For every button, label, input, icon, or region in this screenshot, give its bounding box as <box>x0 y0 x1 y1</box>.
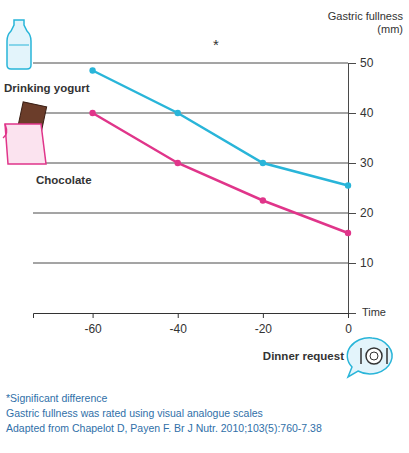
series-marker <box>175 110 181 116</box>
y-tick: 40 <box>348 106 374 120</box>
x-tick-label: -20 <box>255 322 273 336</box>
x-tick: -40 <box>170 313 188 336</box>
x-tick-label: -60 <box>84 322 102 336</box>
y-axis-title: Gastric fullness(mm) <box>328 10 404 35</box>
x-tick-mark <box>178 313 179 318</box>
y-tick: 30 <box>348 156 374 170</box>
y-tick-mark <box>348 263 356 264</box>
x-tick: 0 <box>345 313 352 336</box>
series-line <box>93 113 348 233</box>
series-marker <box>345 230 351 236</box>
y-tick-label: 30 <box>360 156 374 170</box>
series-marker <box>89 110 95 116</box>
x-axis: -60 -40 -20 0 <box>34 313 353 336</box>
chocolate-icon <box>3 102 47 164</box>
series-marker <box>175 160 181 166</box>
x-tick-mark <box>348 313 349 318</box>
dinner-label: Dinner request <box>263 350 344 362</box>
series-label: Drinking yogurt <box>4 82 90 94</box>
x-tick: -20 <box>255 313 273 336</box>
series-marker <box>89 67 95 73</box>
x-tick-mark <box>93 313 94 318</box>
y-tick-mark <box>348 213 356 214</box>
x-axis-line <box>34 314 349 319</box>
footnote: Adapted from Chapelot D, Payen F. Br J N… <box>6 422 322 434</box>
y-tick-label: 50 <box>360 56 374 70</box>
y-tick: 20 <box>348 206 374 220</box>
series-marker <box>260 197 266 203</box>
y-axis-line <box>349 64 357 314</box>
grid-line <box>33 213 348 214</box>
grid-line <box>33 113 348 114</box>
dinner-icon <box>347 338 392 377</box>
chart: 10 20 30 40 50 -60 -40 -20 0 Gastric fullness(mm)… <box>0 0 409 453</box>
y-tick: 50 <box>348 56 374 70</box>
footnote: Gastric fullness was rated using visual … <box>6 407 263 419</box>
series-label: Chocolate <box>36 174 92 186</box>
x-tick-label: 0 <box>345 322 352 336</box>
grid-line <box>33 63 348 64</box>
series-marker <box>345 182 351 188</box>
significance-mark: * <box>213 36 219 53</box>
plot-area <box>89 67 351 236</box>
bottle-icon <box>7 20 31 69</box>
y-tick-label: 10 <box>360 256 374 270</box>
x-tick-mark <box>263 313 264 318</box>
y-tick: 10 <box>348 256 374 270</box>
y-tick-mark <box>348 113 356 114</box>
y-tick-label: 20 <box>360 206 374 220</box>
footnote: *Significant difference <box>6 392 108 404</box>
y-tick-label: 40 <box>360 106 374 120</box>
y-tick-mark <box>348 163 356 164</box>
y-axis: 10 20 30 40 50 <box>348 56 374 313</box>
x-axis-title: Time <box>362 306 386 318</box>
series-line <box>93 71 348 186</box>
grid-line <box>33 163 348 164</box>
x-tick: -60 <box>84 313 102 336</box>
grid-line <box>33 263 348 264</box>
x-tick-label: -40 <box>170 322 188 336</box>
series-marker <box>260 160 266 166</box>
y-tick-mark <box>348 63 356 64</box>
